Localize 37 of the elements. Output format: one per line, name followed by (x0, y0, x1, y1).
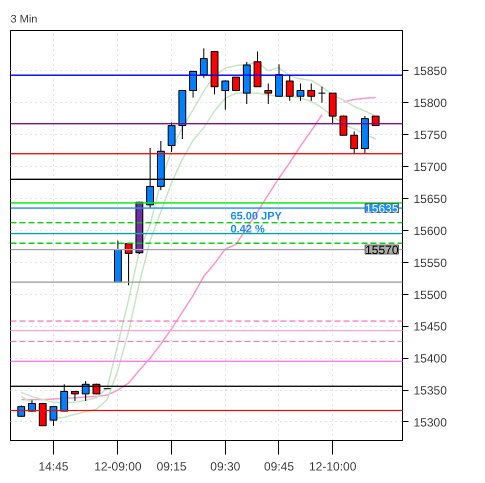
candlestick (264, 83, 272, 104)
candlestick (318, 86, 326, 104)
y-tick-label: 15850 (414, 64, 448, 78)
candlestick (71, 390, 79, 402)
candlestick (307, 83, 316, 102)
candlestick (328, 92, 337, 124)
y-tick-label: 15700 (414, 160, 448, 174)
y-tick-label: 15650 (414, 192, 448, 206)
candlestick (189, 70, 198, 98)
annotation: 0.42 % (230, 224, 265, 236)
x-tick-label: 09:15 (156, 460, 187, 474)
candlestick (296, 83, 304, 102)
candlestick (168, 122, 176, 152)
y-tick-label: 15400 (414, 352, 448, 366)
y-tick-label: 15350 (414, 384, 448, 398)
ref-line-label: 15570 (365, 243, 399, 258)
y-tick-label: 15500 (414, 288, 448, 302)
x-tick-label: 14:45 (38, 460, 69, 474)
candlestick (200, 48, 208, 78)
annotation: 65.00 JPY (230, 210, 283, 222)
x-tick-label: 12-09:00 (94, 460, 142, 474)
y-tick-label: 15750 (414, 128, 448, 142)
y-tick-label: 15450 (414, 320, 448, 334)
x-tick-label: 12-10:00 (309, 460, 357, 474)
x-tick-label: 09:45 (264, 460, 294, 474)
candlestick (275, 64, 283, 97)
candlestick (50, 406, 58, 426)
chart-title: 3 Min (10, 14, 38, 26)
y-tick-label: 15300 (414, 415, 448, 430)
candlestick (232, 76, 240, 92)
y-tick-label: 15550 (414, 256, 448, 270)
ref-line-label: 15635 (365, 202, 399, 216)
y-tick-label: 15800 (414, 96, 448, 110)
x-tick-label: 09:30 (210, 460, 241, 474)
candlestick (221, 80, 230, 110)
y-tick-label: 15600 (414, 224, 448, 238)
candlestick (286, 74, 294, 102)
